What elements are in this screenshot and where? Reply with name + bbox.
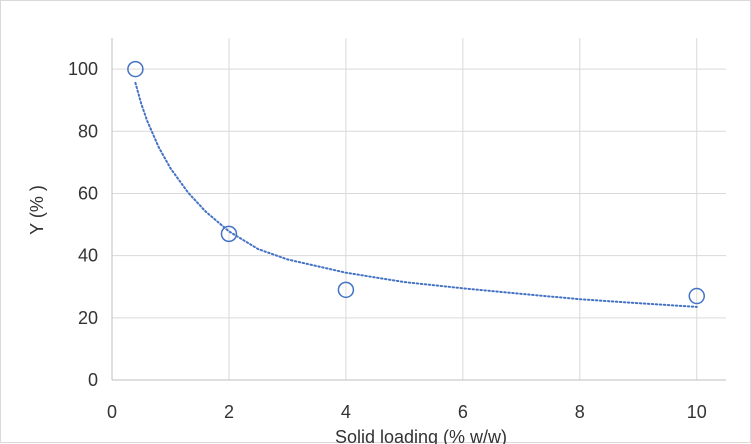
data-point <box>127 60 144 78</box>
y-tick-label-0: 0 <box>88 370 98 390</box>
data-point <box>220 225 238 243</box>
tick-labels: 0 20 40 60 80 100 0 2 4 6 8 10 <box>68 59 707 422</box>
data-points <box>127 60 706 305</box>
y-tick-label-100: 100 <box>68 59 98 79</box>
x-tick-label-0: 0 <box>107 402 117 422</box>
x-tick-label-10: 10 <box>687 402 707 422</box>
x-axis-title: Solid loading (% w/w) <box>335 427 507 444</box>
y-tick-label-80: 80 <box>78 121 98 141</box>
y-axis-title: Y (% ) <box>27 185 47 235</box>
y-tick-label-20: 20 <box>78 308 98 328</box>
gridlines <box>112 38 726 380</box>
trendline-group <box>134 81 698 308</box>
y-tick-label-60: 60 <box>78 183 98 203</box>
x-tick-label-4: 4 <box>341 402 351 422</box>
x-tick-label-2: 2 <box>224 402 234 422</box>
trendline <box>134 81 698 308</box>
data-point <box>688 287 706 305</box>
x-tick-label-6: 6 <box>458 402 468 422</box>
data-point <box>337 281 355 299</box>
axes <box>111 38 726 381</box>
y-tick-label-40: 40 <box>78 246 98 266</box>
x-tick-label-8: 8 <box>575 402 585 422</box>
